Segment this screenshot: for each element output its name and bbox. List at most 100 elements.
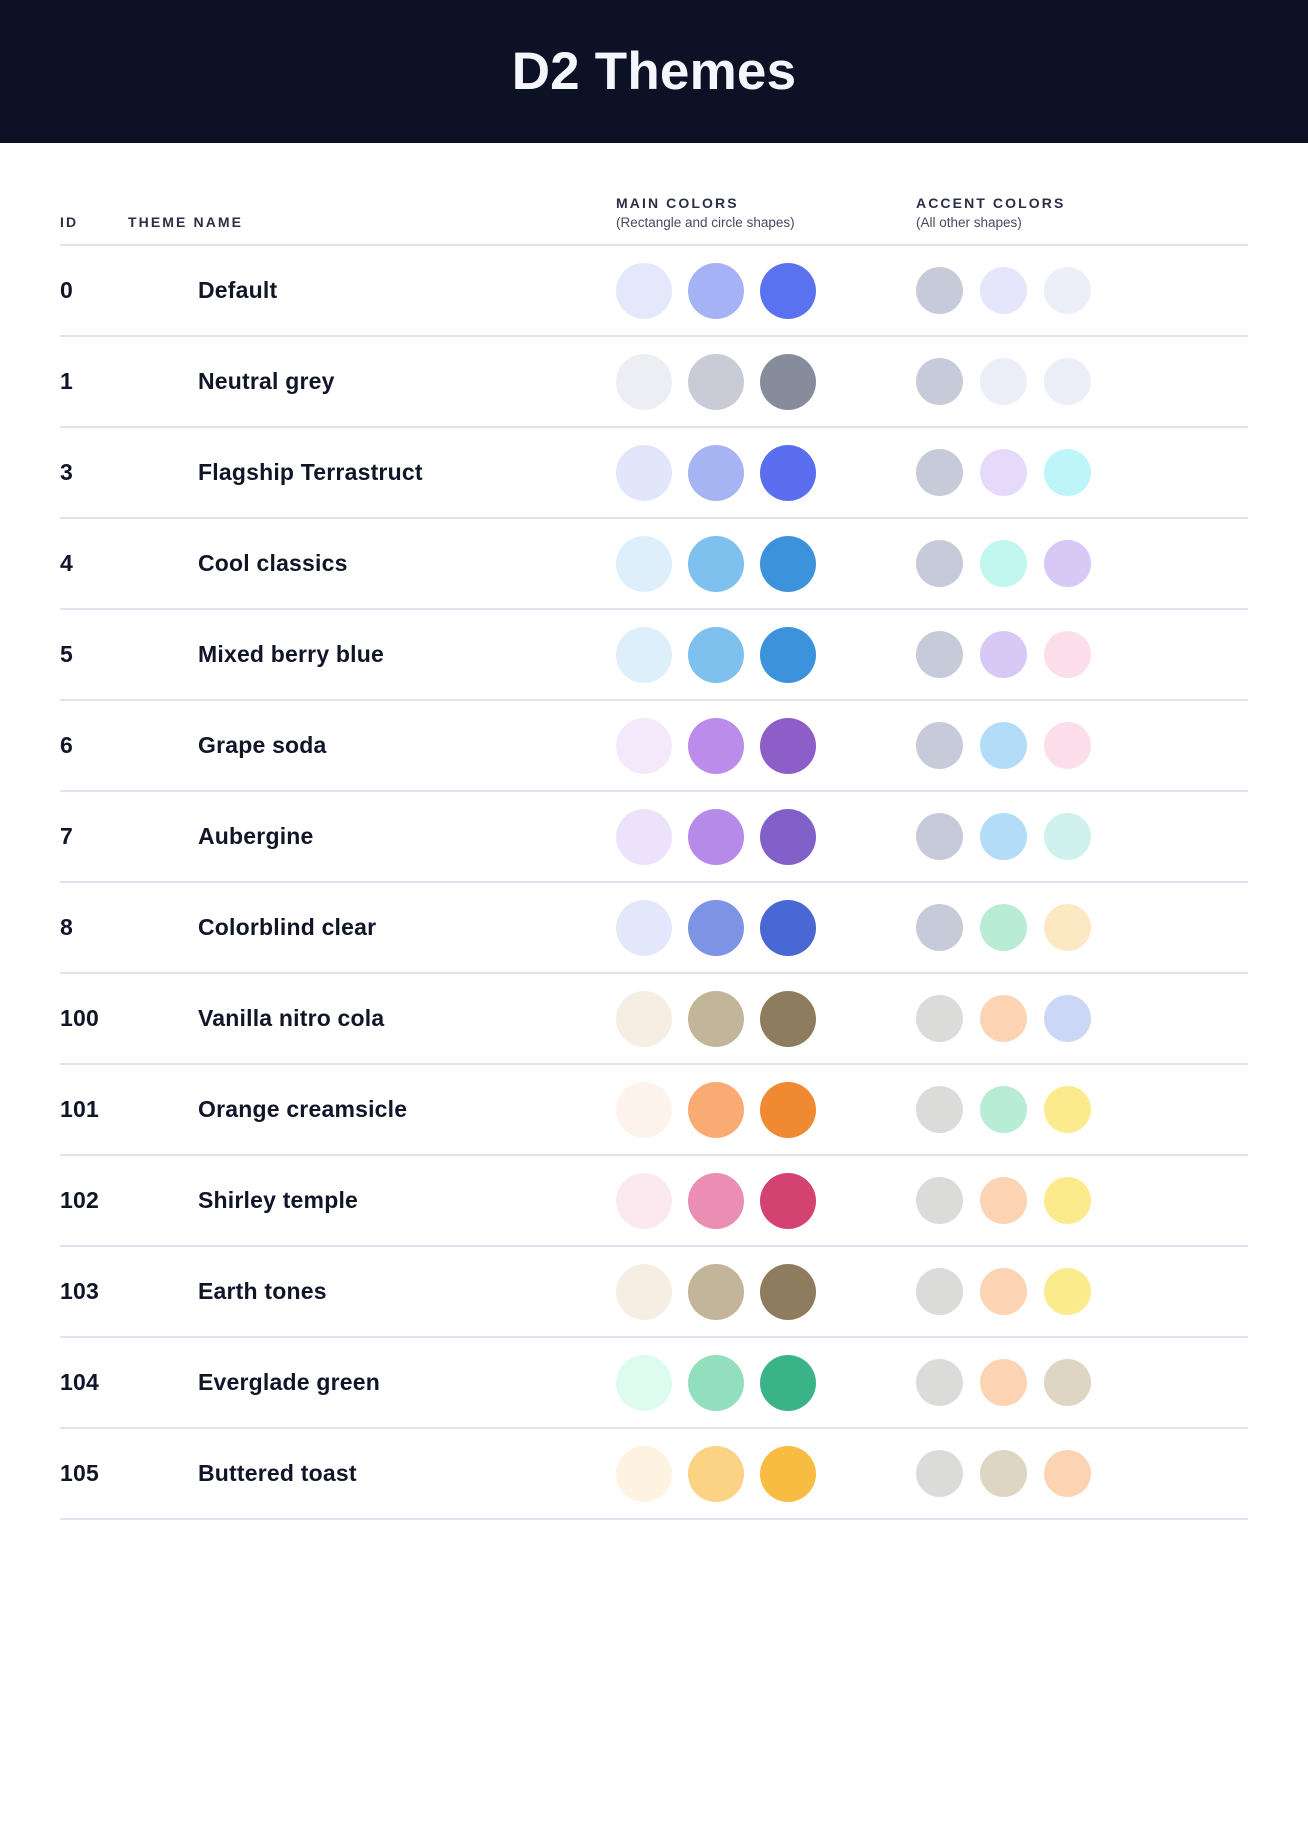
theme-id: 0 [60, 245, 128, 337]
main-color-dot-3 [760, 1081, 816, 1138]
table-row[interactable]: 4 Cool classics [60, 518, 1248, 610]
accent-colors-cell [916, 245, 1248, 337]
theme-id: 101 [60, 1064, 128, 1156]
accent-color-swatches [916, 540, 1248, 587]
accent-color-dot-2 [980, 631, 1027, 678]
main-color-dot-2 [688, 444, 744, 501]
theme-id: 5 [60, 609, 128, 701]
main-color-dot-2 [688, 1445, 744, 1502]
accent-color-dot-2 [980, 540, 1027, 587]
accent-color-dot-1 [916, 1359, 963, 1406]
accent-color-dot-1 [916, 540, 963, 587]
main-colors-cell [616, 1246, 916, 1338]
table-row[interactable]: 5 Mixed berry blue [60, 609, 1248, 701]
theme-id: 6 [60, 700, 128, 792]
accent-color-dot-1 [916, 358, 963, 405]
themes-table: ID THEME NAME MAIN COLORS (Rectangle and… [60, 143, 1248, 1520]
main-color-swatches [616, 1263, 916, 1320]
table-row[interactable]: 1 Neutral grey [60, 336, 1248, 428]
accent-color-dot-3 [1044, 722, 1091, 769]
accent-colors-cell [916, 791, 1248, 883]
theme-id: 8 [60, 882, 128, 974]
table-row[interactable]: 3 Flagship Terrastruct [60, 427, 1248, 519]
accent-colors-cell [916, 518, 1248, 610]
table-row[interactable]: 100 Vanilla nitro cola [60, 973, 1248, 1065]
theme-id: 1 [60, 336, 128, 428]
main-color-dot-2 [688, 990, 744, 1047]
main-color-dot-3 [760, 262, 816, 319]
accent-color-dot-2 [980, 722, 1027, 769]
main-color-dot-3 [760, 1172, 816, 1229]
main-color-dot-1 [616, 990, 672, 1047]
column-header-main-colors: MAIN COLORS (Rectangle and circle shapes… [616, 143, 916, 246]
accent-colors-cell [916, 609, 1248, 701]
table-row[interactable]: 102 Shirley temple [60, 1155, 1248, 1247]
main-color-dot-2 [688, 353, 744, 410]
main-color-dot-1 [616, 1081, 672, 1138]
main-color-swatches [616, 808, 916, 865]
accent-color-dot-2 [980, 358, 1027, 405]
main-color-dot-2 [688, 1354, 744, 1411]
main-color-dot-1 [616, 535, 672, 592]
accent-color-dot-1 [916, 1450, 963, 1497]
accent-color-dot-2 [980, 1450, 1027, 1497]
accent-color-swatches [916, 1177, 1248, 1224]
table-row[interactable]: 105 Buttered toast [60, 1428, 1248, 1520]
page-title: D2 Themes [511, 42, 797, 101]
accent-color-dot-2 [980, 1359, 1027, 1406]
main-color-swatches [616, 990, 916, 1047]
accent-color-dot-3 [1044, 904, 1091, 951]
accent-color-dot-1 [916, 1177, 963, 1224]
accent-color-dot-1 [916, 995, 963, 1042]
table-row[interactable]: 6 Grape soda [60, 700, 1248, 792]
accent-colors-cell [916, 1337, 1248, 1429]
table-row[interactable]: 101 Orange creamsicle [60, 1064, 1248, 1156]
main-color-swatches [616, 1172, 916, 1229]
theme-name: Default [128, 245, 616, 337]
main-colors-cell [616, 336, 916, 428]
accent-color-dot-2 [980, 1177, 1027, 1224]
main-color-swatches [616, 717, 916, 774]
main-color-dot-3 [760, 626, 816, 683]
accent-color-dot-3 [1044, 358, 1091, 405]
main-color-dot-2 [688, 262, 744, 319]
accent-color-dot-1 [916, 722, 963, 769]
main-colors-cell [616, 1428, 916, 1520]
table-row[interactable]: 104 Everglade green [60, 1337, 1248, 1429]
main-colors-cell [616, 1155, 916, 1247]
main-color-dot-2 [688, 717, 744, 774]
main-colors-cell [616, 609, 916, 701]
main-color-dot-3 [760, 1263, 816, 1320]
accent-color-dot-1 [916, 449, 963, 496]
main-color-swatches [616, 1354, 916, 1411]
table-row[interactable]: 0 Default [60, 245, 1248, 337]
main-color-dot-3 [760, 353, 816, 410]
accent-colors-cell [916, 973, 1248, 1065]
theme-name: Shirley temple [128, 1155, 616, 1247]
main-color-dot-1 [616, 1354, 672, 1411]
accent-color-dot-2 [980, 1086, 1027, 1133]
theme-name: Cool classics [128, 518, 616, 610]
accent-color-dot-2 [980, 267, 1027, 314]
accent-colors-cell [916, 882, 1248, 974]
page-header: D2 Themes [0, 0, 1308, 143]
column-header-theme-name-label: THEME NAME [128, 214, 244, 230]
table-row[interactable]: 7 Aubergine [60, 791, 1248, 883]
accent-color-dot-1 [916, 267, 963, 314]
main-colors-cell [616, 1064, 916, 1156]
main-color-dot-2 [688, 899, 744, 956]
accent-color-swatches [916, 813, 1248, 860]
table-head: ID THEME NAME MAIN COLORS (Rectangle and… [60, 143, 1248, 246]
table-row[interactable]: 8 Colorblind clear [60, 882, 1248, 974]
column-header-id: ID [60, 143, 128, 246]
main-color-dot-1 [616, 626, 672, 683]
accent-color-dot-3 [1044, 1450, 1091, 1497]
main-colors-cell [616, 791, 916, 883]
table-row[interactable]: 103 Earth tones [60, 1246, 1248, 1338]
main-color-swatches [616, 535, 916, 592]
accent-color-dot-3 [1044, 449, 1091, 496]
accent-color-swatches [916, 1359, 1248, 1406]
accent-color-swatches [916, 1268, 1248, 1315]
themes-table-container: ID THEME NAME MAIN COLORS (Rectangle and… [0, 143, 1308, 1520]
theme-name: Neutral grey [128, 336, 616, 428]
